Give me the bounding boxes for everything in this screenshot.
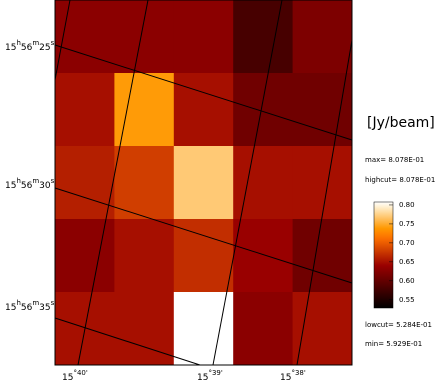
label-part: 35 <box>39 303 50 313</box>
pixel <box>174 146 234 220</box>
colorbar-tick-label: 0.75 <box>399 220 415 228</box>
pixel <box>174 73 234 147</box>
pixel <box>233 0 293 74</box>
pixel <box>293 146 353 220</box>
min-text: min= 5.929E-01 <box>365 340 422 348</box>
label-part: 15 <box>62 373 73 383</box>
pixel <box>114 146 174 220</box>
pixel <box>55 73 115 147</box>
label-part: °39' <box>208 369 222 377</box>
viewer: 15h56m25s15h56m30s15h56m35s15°40'15°39'1… <box>0 0 440 385</box>
colorbar-tick-label: 0.65 <box>399 258 415 266</box>
label-part: 30 <box>39 181 51 191</box>
pixel <box>293 292 353 366</box>
unit: [Jy/beam] <box>367 115 435 131</box>
label-part: 15 <box>197 373 208 383</box>
x-tick-label: 15°38' <box>280 369 306 383</box>
pixel <box>114 0 174 74</box>
pixel <box>114 219 174 293</box>
pixel <box>293 219 353 293</box>
label-part: s <box>51 39 55 47</box>
x-tick-label: 15°40' <box>62 369 88 383</box>
lowcut-text: lowcut= 5.284E-01 <box>365 321 432 329</box>
pixel <box>55 0 115 74</box>
pixel <box>233 292 293 366</box>
y-tick-label: 15h56m35s <box>5 299 55 313</box>
label-part: 56 <box>21 43 33 53</box>
label-part: °40' <box>73 369 87 377</box>
pixel <box>114 292 174 366</box>
pixel <box>55 219 115 293</box>
colorbar-tick-label: 0.80 <box>399 201 415 209</box>
pixel <box>293 73 353 147</box>
y-tick-label: 15h56m30s <box>5 177 55 191</box>
label-part: 25 <box>39 43 50 53</box>
label-part: 15 <box>5 181 16 191</box>
label-part: 15 <box>5 303 16 313</box>
colorbar-tick-label: 0.60 <box>399 277 415 285</box>
pixel <box>233 73 293 147</box>
colorbar-tick-label: 0.55 <box>399 296 415 304</box>
label-part: 56 <box>21 303 33 313</box>
colorbar-tick-label: 0.70 <box>399 239 415 247</box>
colorbar <box>374 202 393 308</box>
y-tick-label: 15h56m25s <box>5 39 55 53</box>
pixel <box>55 146 115 220</box>
pixel <box>233 219 293 293</box>
pixel <box>114 73 174 147</box>
highcut-text: highcut= 8.078E-01 <box>365 176 435 184</box>
label-part: s <box>51 177 55 185</box>
pixel <box>293 0 353 74</box>
label-part: 15 <box>5 43 16 53</box>
pixel <box>174 0 234 74</box>
label-part: 15 <box>280 373 291 383</box>
label-part: s <box>51 299 55 307</box>
label-part: 56 <box>21 181 33 191</box>
pixel <box>174 219 234 293</box>
max-text: max= 8.078E-01 <box>365 156 424 164</box>
label-part: °38' <box>291 369 305 377</box>
image <box>55 0 353 366</box>
x-tick-label: 15°39' <box>197 369 223 383</box>
